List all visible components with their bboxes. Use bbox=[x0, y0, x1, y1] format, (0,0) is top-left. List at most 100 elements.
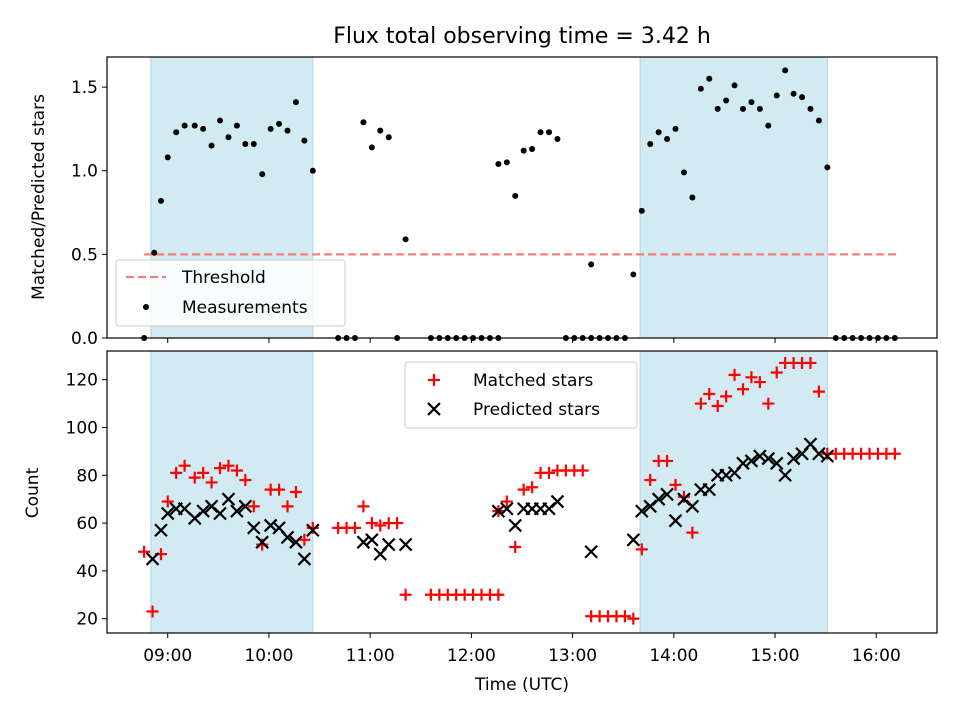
top-legend: Threshold Measurements bbox=[115, 259, 346, 327]
matched-star-marker bbox=[161, 495, 174, 508]
measurement-point bbox=[815, 117, 822, 124]
matched-star-marker bbox=[348, 521, 361, 534]
predicted-star-marker bbox=[306, 523, 320, 538]
measurement-point bbox=[151, 249, 158, 256]
x-tick-label: 13:00 bbox=[548, 646, 597, 666]
y-tick-label: 20 bbox=[76, 610, 98, 630]
predicted-star-marker bbox=[221, 492, 236, 506]
matched-star-marker bbox=[188, 471, 201, 484]
matched-star-marker bbox=[256, 538, 269, 551]
measurement-point bbox=[402, 236, 409, 243]
measurement-point bbox=[697, 85, 704, 92]
predicted-star-marker bbox=[634, 504, 649, 518]
predicted-star-marker bbox=[297, 552, 312, 566]
matched-star-marker bbox=[365, 517, 378, 530]
y-tick-label: 60 bbox=[76, 514, 98, 534]
matched-star-marker bbox=[526, 481, 539, 494]
matched-star-marker bbox=[399, 588, 412, 601]
matched-star-marker bbox=[753, 376, 766, 389]
measurement-point bbox=[267, 125, 274, 132]
legend-threshold-label: Threshold bbox=[181, 268, 266, 288]
shaded-interval-1 bbox=[150, 350, 314, 634]
matched-star-marker bbox=[644, 474, 657, 487]
predicted-star-marker bbox=[753, 449, 767, 463]
measurement-point bbox=[739, 105, 746, 112]
matched-star-marker bbox=[306, 521, 319, 534]
x-tick-label: 15:00 bbox=[751, 646, 800, 666]
x-tick-label: 16:00 bbox=[852, 646, 901, 666]
predicted-star-marker bbox=[246, 521, 261, 535]
shaded-interval-2 bbox=[639, 350, 828, 634]
measurement-point bbox=[807, 105, 814, 112]
y-tick-label: 0.5 bbox=[71, 245, 98, 265]
matched-star-marker bbox=[677, 490, 690, 503]
matched-star-marker bbox=[770, 366, 783, 379]
predicted-star-marker bbox=[668, 513, 683, 528]
predicted-star-marker bbox=[491, 504, 506, 518]
matched-star-marker bbox=[289, 486, 302, 498]
matched-star-marker bbox=[812, 385, 825, 398]
matched-star-marker bbox=[205, 476, 218, 489]
predicted-star-marker bbox=[365, 533, 379, 547]
axes-frame bbox=[106, 350, 938, 634]
chart-title: Flux total observing time = 3.42 h bbox=[333, 24, 711, 49]
measurement-point bbox=[385, 134, 392, 141]
measurement-point bbox=[503, 159, 510, 166]
measurement-point bbox=[181, 122, 188, 129]
matched-star-marker bbox=[694, 397, 707, 410]
matched-star-marker bbox=[736, 383, 749, 396]
measurement-point bbox=[756, 105, 763, 112]
legend-box bbox=[404, 361, 638, 429]
measurement-point bbox=[157, 197, 164, 204]
predicted-star-marker bbox=[160, 506, 175, 521]
predicted-star-marker bbox=[719, 468, 733, 483]
predicted-star-marker bbox=[685, 499, 700, 514]
matched-star-marker bbox=[273, 483, 286, 496]
matched-star-marker bbox=[517, 483, 530, 496]
legend-matched-label: Matched stars bbox=[473, 371, 593, 391]
measurement-point bbox=[782, 67, 789, 74]
predicted-star-marker bbox=[289, 535, 303, 549]
measurement-point bbox=[217, 117, 224, 124]
x-axis-label: Time (UTC) bbox=[474, 675, 569, 695]
predicted-star-marker bbox=[660, 487, 674, 502]
measurement-point bbox=[799, 94, 806, 101]
measurement-point bbox=[173, 129, 180, 136]
legend-measurement-label: Measurements bbox=[182, 298, 308, 318]
bottom-y-axis-label: Count bbox=[23, 467, 43, 518]
measurement-point bbox=[537, 129, 544, 136]
y-tick-label: 100 bbox=[66, 418, 98, 438]
measurement-point bbox=[360, 119, 367, 126]
measurement-point bbox=[377, 127, 384, 134]
measurement-point bbox=[545, 129, 552, 136]
y-tick-label: 120 bbox=[66, 371, 98, 391]
legend-predicted-label: Predicted stars bbox=[473, 400, 600, 420]
top-y-axis-label: Matched/Predicted stars bbox=[29, 94, 49, 300]
predicted-star-marker bbox=[381, 537, 396, 552]
predicted-star-marker bbox=[145, 552, 160, 566]
y-tick-label: 1.5 bbox=[71, 78, 98, 98]
measurement-point bbox=[200, 125, 207, 132]
legend-predicted-swatch bbox=[427, 402, 441, 416]
predicted-star-marker bbox=[255, 535, 269, 549]
measurement-point bbox=[284, 127, 291, 134]
y-tick-label: 40 bbox=[76, 562, 98, 582]
predicted-star-marker bbox=[500, 501, 514, 516]
bottom-legend: Matched stars Predicted stars bbox=[404, 361, 638, 429]
matched-star-marker bbox=[686, 526, 699, 539]
predicted-star-marker bbox=[154, 523, 168, 538]
measurement-point bbox=[824, 164, 831, 171]
predicted-star-marker bbox=[213, 506, 227, 521]
matched-star-marker bbox=[222, 459, 235, 472]
y-tick-label: 1.0 bbox=[71, 162, 98, 182]
matched-star-marker bbox=[618, 610, 631, 623]
matched-star-marker bbox=[703, 388, 716, 401]
measurement-point bbox=[748, 99, 755, 106]
measurement-point bbox=[765, 122, 772, 129]
measurement-point bbox=[191, 122, 198, 129]
shaded-interval-2 bbox=[639, 56, 828, 339]
predicted-star-marker bbox=[761, 451, 776, 466]
measurement-point bbox=[723, 97, 730, 104]
matched-star-marker bbox=[576, 464, 589, 477]
